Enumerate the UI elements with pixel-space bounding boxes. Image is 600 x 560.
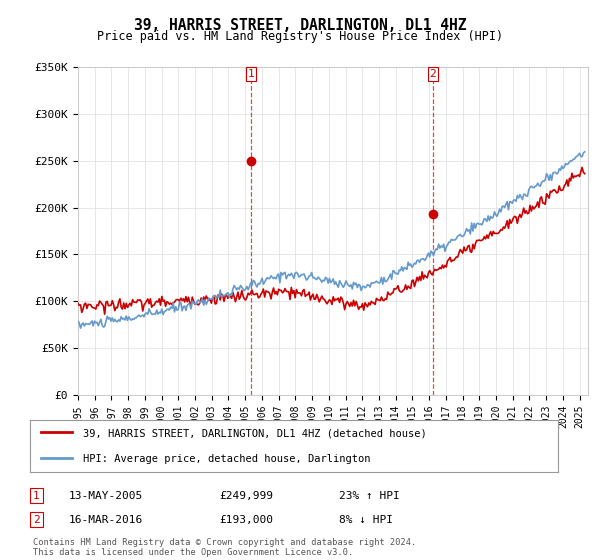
Text: £193,000: £193,000 <box>219 515 273 525</box>
Text: 13-MAY-2005: 13-MAY-2005 <box>69 491 143 501</box>
Text: HPI: Average price, detached house, Darlington: HPI: Average price, detached house, Darl… <box>83 454 370 464</box>
Text: 39, HARRIS STREET, DARLINGTON, DL1 4HZ: 39, HARRIS STREET, DARLINGTON, DL1 4HZ <box>134 18 466 33</box>
Text: £249,999: £249,999 <box>219 491 273 501</box>
Text: 1: 1 <box>248 69 254 79</box>
Text: 8% ↓ HPI: 8% ↓ HPI <box>339 515 393 525</box>
Text: 2: 2 <box>429 69 436 79</box>
Text: 16-MAR-2016: 16-MAR-2016 <box>69 515 143 525</box>
Text: 39, HARRIS STREET, DARLINGTON, DL1 4HZ (detached house): 39, HARRIS STREET, DARLINGTON, DL1 4HZ (… <box>83 428 427 438</box>
Text: 23% ↑ HPI: 23% ↑ HPI <box>339 491 400 501</box>
Text: Price paid vs. HM Land Registry's House Price Index (HPI): Price paid vs. HM Land Registry's House … <box>97 30 503 43</box>
Text: Contains HM Land Registry data © Crown copyright and database right 2024.
This d: Contains HM Land Registry data © Crown c… <box>33 538 416 557</box>
Text: 1: 1 <box>33 491 40 501</box>
Text: 2: 2 <box>33 515 40 525</box>
